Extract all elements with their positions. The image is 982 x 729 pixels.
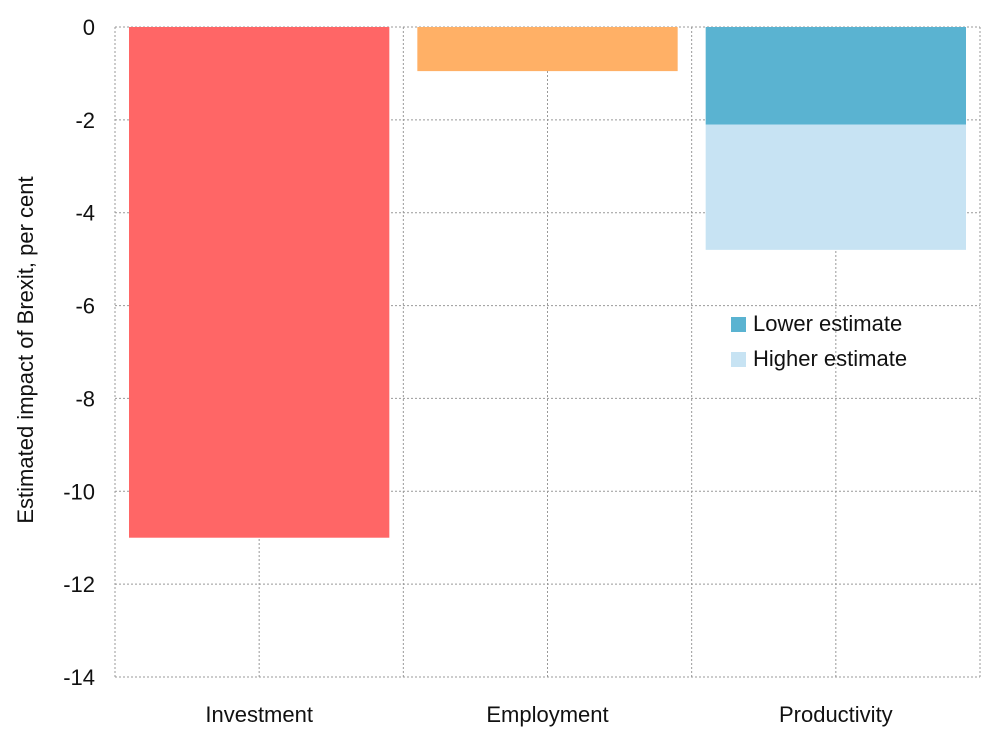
legend-label: Lower estimate [753, 311, 902, 336]
y-tick-label: -10 [63, 479, 95, 504]
legend-swatch [731, 317, 746, 332]
category-label: Employment [486, 702, 608, 727]
category-label: Investment [205, 702, 313, 727]
y-tick-label: 0 [83, 15, 95, 40]
y-tick-label: -12 [63, 572, 95, 597]
y-tick-label: -8 [75, 386, 95, 411]
bar-employment [417, 27, 678, 72]
y-tick-label: -4 [75, 201, 95, 226]
legend: Lower estimate Higher estimate [731, 311, 907, 371]
category-labels: Investment Employment Productivity [205, 702, 892, 727]
y-tick-label: -2 [75, 108, 95, 133]
bar-productivity-higher-estimate [705, 124, 966, 250]
y-axis-title: Estimated impact of Brexit, per cent [13, 176, 38, 523]
y-tick-label: -14 [63, 665, 95, 690]
y-tick-labels: 0 -2 -4 -6 -8 -10 -12 -14 [63, 15, 95, 690]
y-tick-label: -6 [75, 294, 95, 319]
legend-swatch [731, 352, 746, 367]
bars [129, 27, 966, 538]
category-label: Productivity [779, 702, 893, 727]
legend-label: Higher estimate [753, 346, 907, 371]
bar-investment [129, 27, 390, 538]
bar-productivity-lower-estimate [705, 27, 966, 125]
